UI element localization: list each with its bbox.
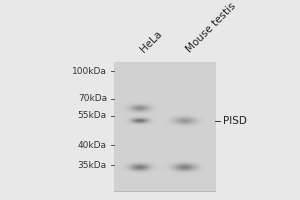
- Text: 70kDa: 70kDa: [78, 94, 107, 103]
- Text: 40kDa: 40kDa: [78, 141, 107, 150]
- Text: Mouse testis: Mouse testis: [184, 1, 238, 55]
- Text: HeLa: HeLa: [138, 29, 164, 55]
- Bar: [114, 63, 215, 191]
- Text: 35kDa: 35kDa: [78, 161, 107, 170]
- Text: PISD: PISD: [223, 116, 247, 126]
- Text: 55kDa: 55kDa: [78, 111, 107, 120]
- Text: 100kDa: 100kDa: [72, 67, 107, 76]
